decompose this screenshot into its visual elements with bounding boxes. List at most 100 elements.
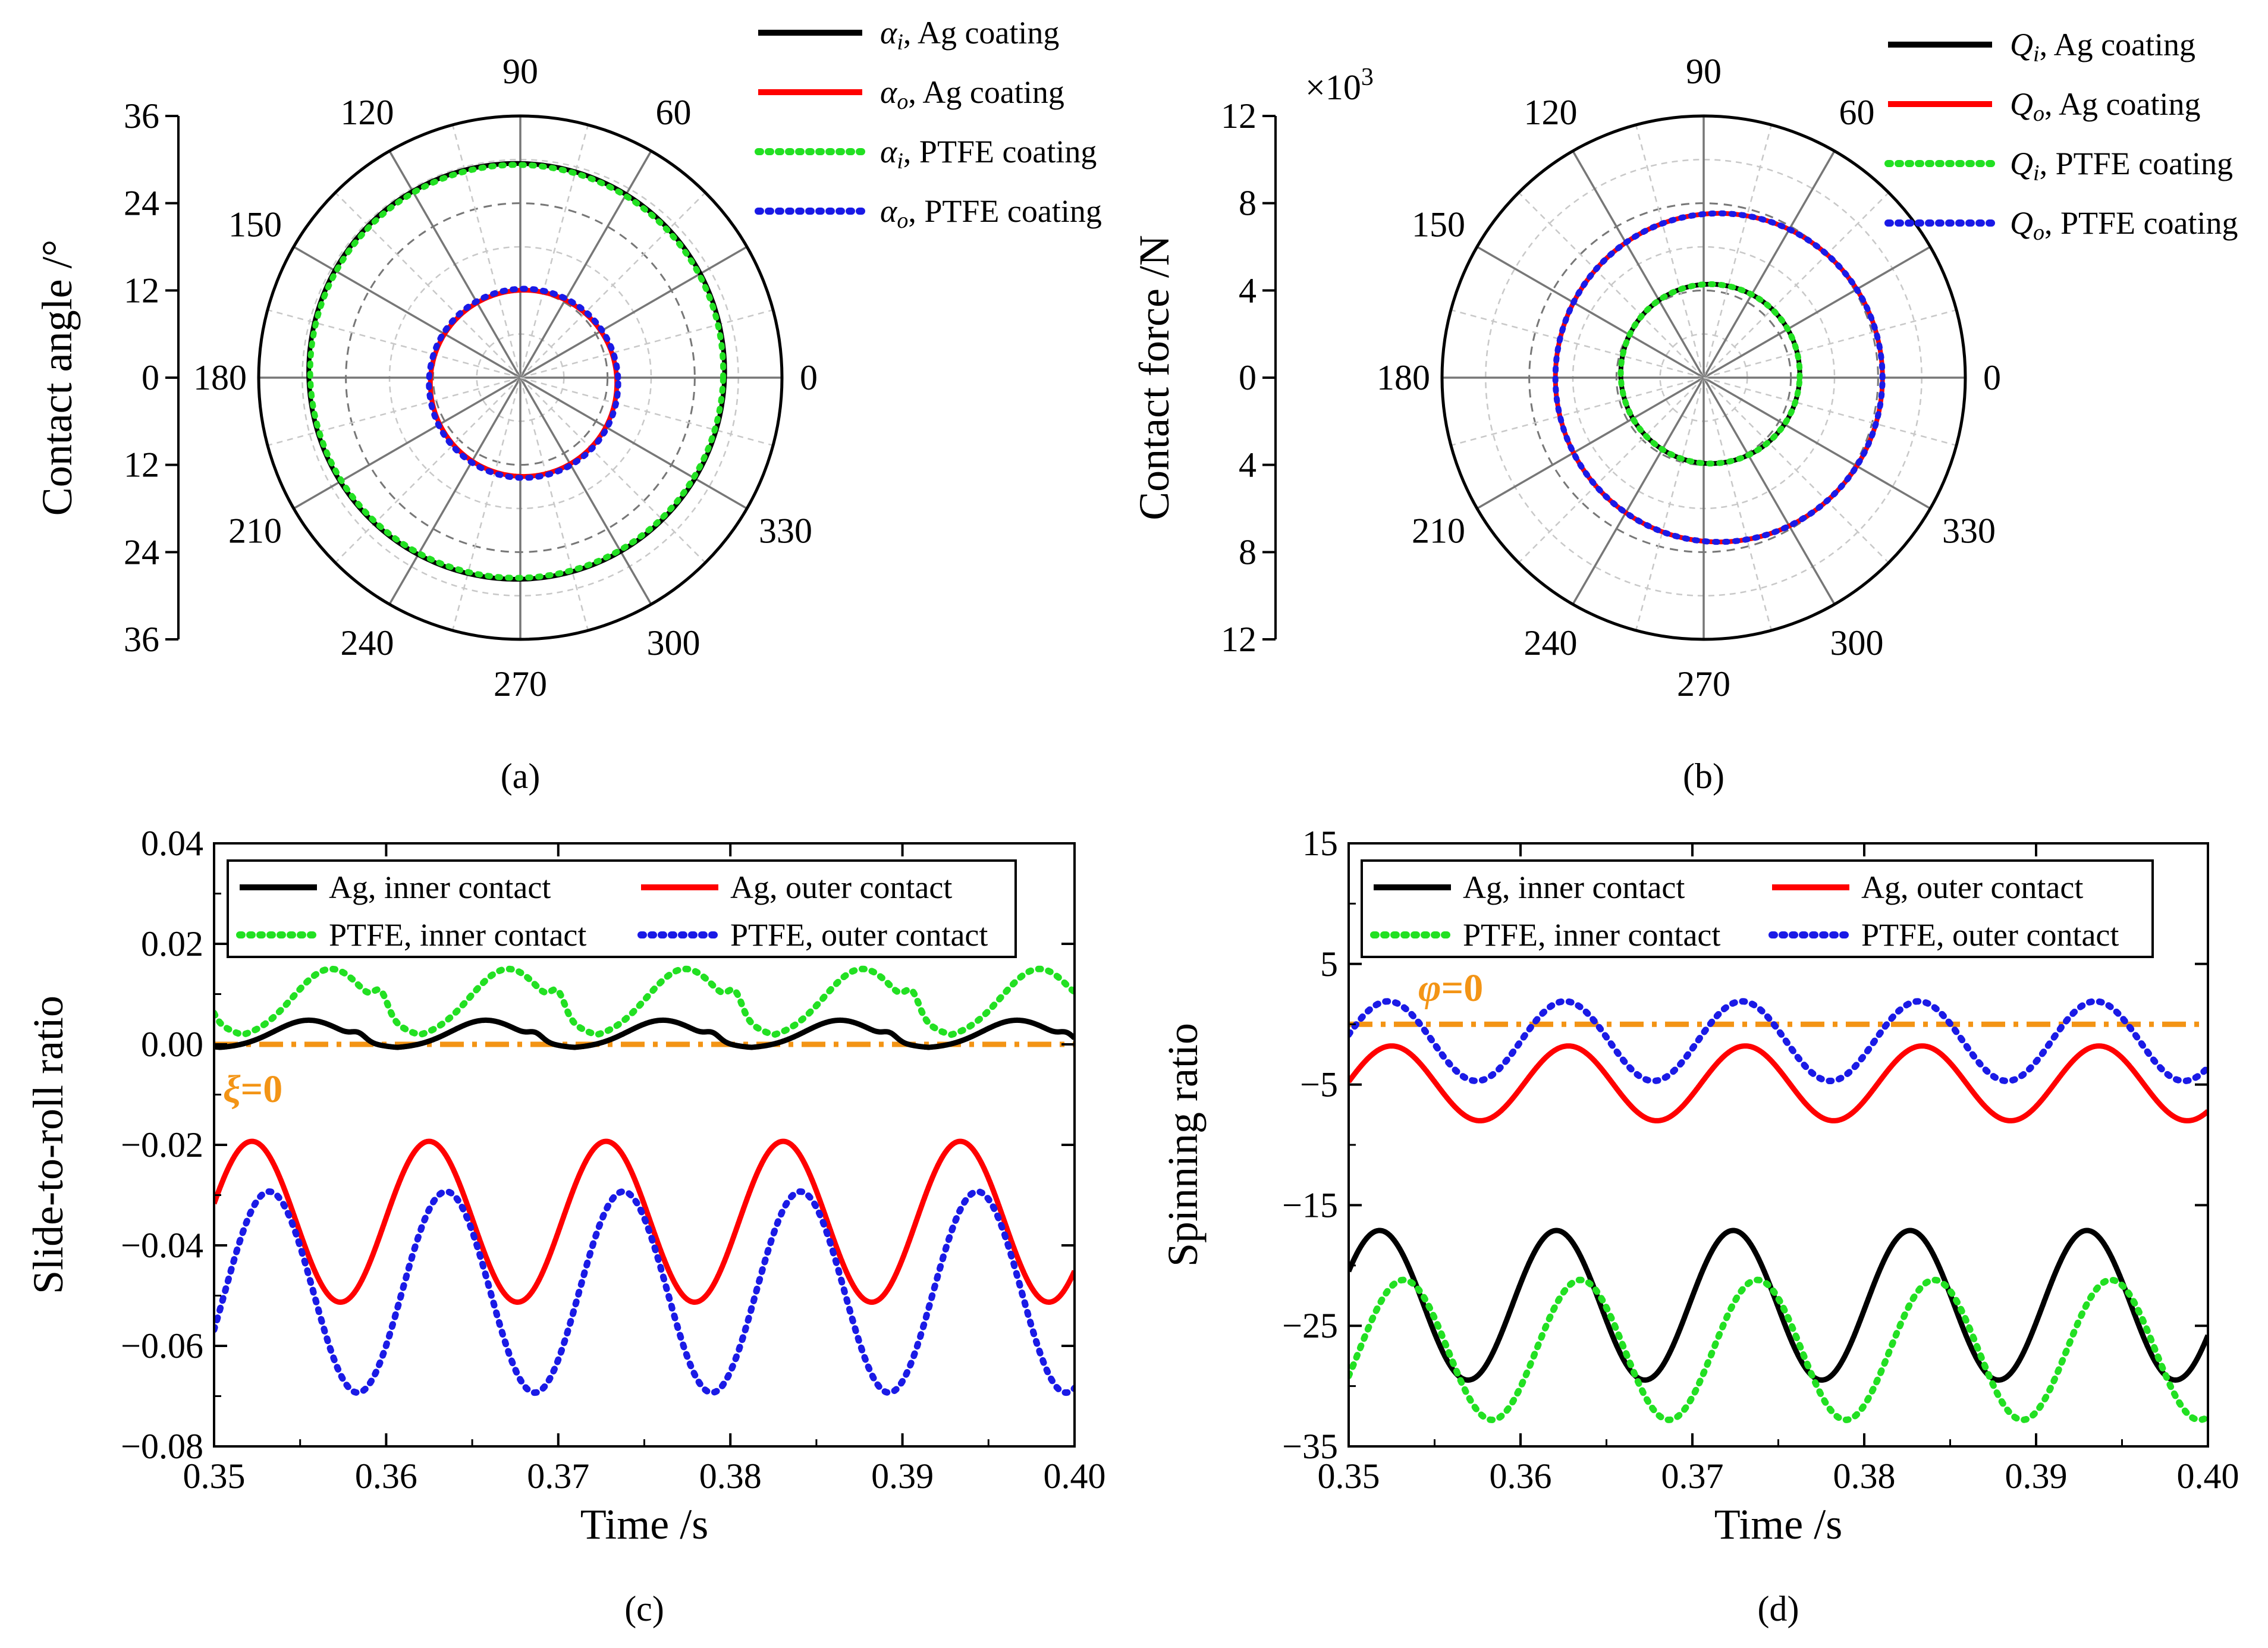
radial-tick-label: 24 <box>124 184 159 223</box>
line-series-3 <box>1349 998 2208 1084</box>
polar-major-spoke <box>520 376 747 510</box>
angle-label: 150 <box>1412 205 1465 244</box>
radial-tick-label: 4 <box>1239 445 1256 485</box>
polar-major-spoke <box>1572 150 1705 378</box>
reference-label: φ=0 <box>1418 966 1483 1010</box>
radial-tick-label: 12 <box>1221 96 1256 136</box>
panel-caption: (c) <box>624 1589 664 1628</box>
polar-major-spoke <box>1702 377 1836 605</box>
polar-major-spoke <box>1572 377 1705 605</box>
angle-label: 180 <box>1377 358 1430 397</box>
angle-label: 0 <box>1983 358 2001 397</box>
legend-label: PTFE, outer contact <box>730 917 988 953</box>
series-group <box>214 1188 1075 1396</box>
polar-minor-spoke <box>520 192 706 378</box>
line-series-0 <box>1349 1228 2208 1383</box>
y-tick-label: 0.00 <box>141 1025 203 1064</box>
legend-label: αo, Ag coating <box>880 74 1064 114</box>
y-tick-label: −0.04 <box>121 1226 203 1265</box>
polar-series-2 <box>1617 281 1803 467</box>
reference-label: ξ=0 <box>223 1068 282 1111</box>
polar-minor-spoke <box>267 376 521 447</box>
angle-label: 90 <box>502 52 538 91</box>
x-tick-label: 0.36 <box>355 1456 417 1496</box>
polar-series-3 <box>1552 210 1886 545</box>
legend-box <box>227 859 1017 958</box>
angle-label: 150 <box>228 205 282 244</box>
radial-tick-label: 12 <box>124 445 159 485</box>
angle-label: 90 <box>1686 52 1722 91</box>
angle-label: 120 <box>1524 93 1578 132</box>
polar-major-spoke <box>520 246 747 379</box>
legend-label: PTFE, inner contact <box>1463 917 1720 953</box>
radial-tick-label: 12 <box>124 271 159 310</box>
legend-label: αi, Ag coating <box>880 15 1059 55</box>
series-group <box>214 965 1075 1038</box>
polar-minor-spoke <box>1518 192 1704 378</box>
radial-tick-label: 36 <box>124 96 159 136</box>
line-series-0 <box>214 1017 1075 1050</box>
radial-tick-label: 8 <box>1239 532 1256 572</box>
polar-outer-circle <box>257 114 784 641</box>
x-tick-label: 0.38 <box>699 1456 762 1496</box>
polar-chart-a: 0609012015018021024027030033036241201224… <box>33 15 1102 796</box>
line-series-1 <box>214 1138 1075 1305</box>
polar-minor-spoke <box>267 309 521 379</box>
polar-minor-spoke <box>1635 377 1705 631</box>
radial-tick-label: 8 <box>1239 184 1256 223</box>
y-tick-label: 5 <box>1320 944 1338 984</box>
series-group <box>1349 1276 2208 1423</box>
y-tick-label: −0.08 <box>121 1427 203 1466</box>
angle-label: 300 <box>647 623 700 663</box>
polar-minor-spoke <box>1450 309 1704 379</box>
polar-minor-spoke <box>1635 124 1705 378</box>
angle-label: 270 <box>494 664 547 704</box>
x-tick-label: 0.37 <box>527 1456 589 1496</box>
line-series-1 <box>1349 1043 2208 1123</box>
polar-minor-spoke <box>1703 192 1890 378</box>
x-tick-label: 0.36 <box>1490 1456 1552 1496</box>
line-series-2 <box>1349 1276 2208 1423</box>
radial-axis-title: Contact angle /° <box>33 240 81 516</box>
legend-label: Ag, inner contact <box>329 869 551 905</box>
radial-tick-label: 4 <box>1239 271 1256 310</box>
polar-minor-spoke <box>1518 377 1704 564</box>
polar-major-spoke <box>1703 376 1931 510</box>
radial-tick-label: 12 <box>1221 620 1256 659</box>
angle-label: 330 <box>1942 511 1996 551</box>
legend-label: αo, PTFE coating <box>880 193 1102 233</box>
legend-label: Qi, Ag coating <box>2010 27 2195 67</box>
series-group <box>1349 1228 2208 1383</box>
legend-label: PTFE, outer contact <box>1861 917 2119 953</box>
y-axis-title: Spinning ratio <box>1159 1023 1207 1267</box>
polar-major-spoke <box>388 377 522 605</box>
polar-major-spoke <box>519 377 652 605</box>
x-tick-label: 0.37 <box>1661 1456 1724 1496</box>
angle-label: 210 <box>228 511 282 551</box>
polar-minor-spoke <box>1703 376 1957 447</box>
polar-outer-circle <box>1440 114 1967 641</box>
legend-label: αi, PTFE coating <box>880 134 1097 174</box>
series-group <box>1349 1043 2208 1123</box>
series-group <box>1349 998 2208 1084</box>
polar-major-spoke <box>293 246 521 379</box>
panel-caption: (b) <box>1683 756 1724 796</box>
radial-tick-label: 0 <box>142 358 159 397</box>
y-tick-label: −25 <box>1282 1306 1338 1345</box>
polar-series-3 <box>426 285 621 481</box>
polar-minor-spoke <box>520 376 774 447</box>
x-axis-title: Time /s <box>1714 1501 1842 1548</box>
x-tick-label: 0.40 <box>1044 1456 1106 1496</box>
polar-minor-spoke <box>451 377 522 631</box>
polar-minor-spoke <box>1703 377 1890 564</box>
x-tick-label: 0.39 <box>871 1456 934 1496</box>
radial-tick-label: 24 <box>124 532 159 572</box>
polar-minor-spoke <box>519 377 589 631</box>
polar-minor-spoke <box>334 377 521 564</box>
polar-major-spoke <box>1703 246 1931 379</box>
angle-label: 240 <box>341 623 394 663</box>
panel-caption: (d) <box>1758 1589 1799 1628</box>
polar-major-spoke <box>1477 376 1704 510</box>
x-tick-label: 0.35 <box>1318 1456 1380 1496</box>
polar-minor-spoke <box>1702 377 1773 631</box>
